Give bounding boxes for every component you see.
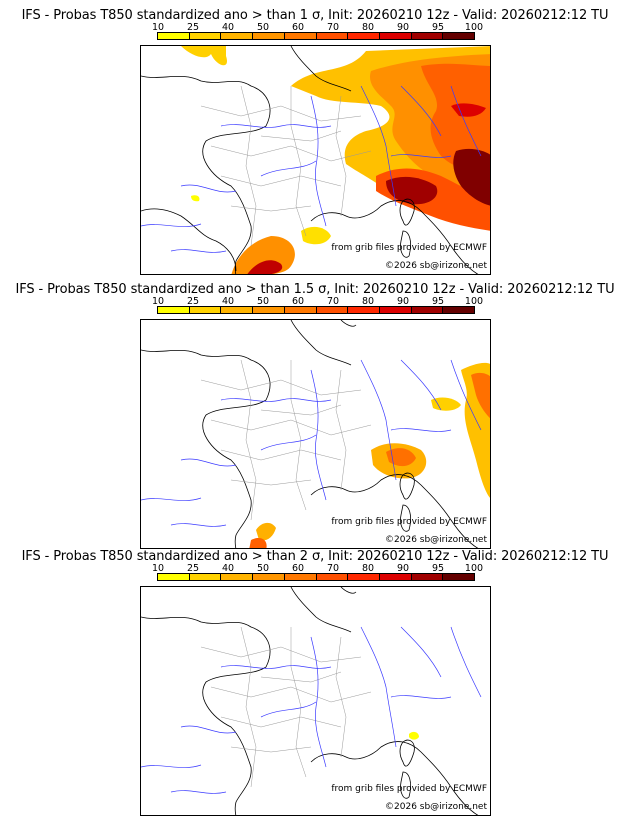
colorbar-swatch <box>253 574 285 580</box>
colorbar-label: 40 <box>221 563 235 574</box>
colorbar-swatch <box>284 307 317 313</box>
colorbar-label: 10 <box>151 296 165 307</box>
colorbar-label: 70 <box>326 296 340 307</box>
colorbar-swatch <box>411 574 444 580</box>
rivers <box>141 359 482 527</box>
colorbar-swatch <box>379 33 412 39</box>
colorbar-label: 10 <box>151 563 165 574</box>
colorbar-label: 10 <box>151 22 165 33</box>
colorbar-label: 60 <box>291 563 305 574</box>
colorbar-label: 90 <box>396 563 410 574</box>
colorbar-label: 25 <box>186 563 200 574</box>
colorbar-label: 50 <box>256 296 270 307</box>
colorbar-label: 100 <box>464 22 484 33</box>
probability-map: from grib files provided by ECMWF ©2026 … <box>140 45 491 275</box>
colorbar-label: 80 <box>361 296 375 307</box>
colorbar-swatch <box>316 33 349 39</box>
colorbar <box>157 306 475 314</box>
coastlines <box>141 587 479 815</box>
colorbar-label: 90 <box>396 22 410 33</box>
colorbar-swatch <box>189 574 222 580</box>
colorbar-swatch <box>189 33 222 39</box>
colorbar-label: 70 <box>326 563 340 574</box>
colorbar-label: 40 <box>221 22 235 33</box>
admin-borders <box>200 359 372 521</box>
colorbar-labels: 10 25 40 50 60 70 80 90 95 100 <box>150 296 490 307</box>
credit-copyright: ©2026 sb@irizone.net <box>385 261 487 271</box>
colorbar-labels: 10 25 40 50 60 70 80 90 95 100 <box>150 563 490 574</box>
colorbar-swatch <box>253 307 285 313</box>
colorbar <box>157 573 475 581</box>
panel-title: IFS - Probas T850 standardized ano > tha… <box>15 282 615 297</box>
colorbar-swatch <box>221 33 254 39</box>
map-graphic <box>141 46 490 274</box>
colorbar-swatch <box>221 307 254 313</box>
colorbar-swatch <box>411 307 444 313</box>
panel-3: IFS - Probas T850 standardized ano > tha… <box>0 549 630 819</box>
colorbar-swatch <box>284 574 317 580</box>
credit-source: from grib files provided by ECMWF <box>331 784 487 794</box>
colorbar-swatch <box>158 574 190 580</box>
colorbar-label: 100 <box>464 563 484 574</box>
colorbar-swatch <box>348 307 380 313</box>
rivers <box>141 85 482 253</box>
colorbar-label: 25 <box>186 22 200 33</box>
colorbar-label: 80 <box>361 563 375 574</box>
colorbar-label: 50 <box>256 563 270 574</box>
credit-source: from grib files provided by ECMWF <box>331 517 487 527</box>
colorbar-swatch <box>348 574 380 580</box>
colorbar-swatch <box>443 574 475 580</box>
coastlines <box>141 320 479 548</box>
colorbar-swatch <box>411 33 444 39</box>
colorbar-labels: 10 25 40 50 60 70 80 90 95 100 <box>150 22 490 33</box>
colorbar-label: 90 <box>396 296 410 307</box>
probability-shading <box>181 46 490 274</box>
colorbar-label: 50 <box>256 22 270 33</box>
panel-title: IFS - Probas T850 standardized ano > tha… <box>21 8 609 23</box>
colorbar-label: 95 <box>431 563 445 574</box>
colorbar-swatch <box>253 33 285 39</box>
colorbar-label: 60 <box>291 296 305 307</box>
colorbar-swatch <box>379 574 412 580</box>
colorbar-label: 60 <box>291 22 305 33</box>
colorbar-swatch <box>348 33 380 39</box>
colorbar-swatch <box>189 307 222 313</box>
colorbar-label: 40 <box>221 296 235 307</box>
colorbar-swatch <box>158 33 190 39</box>
panel-title: IFS - Probas T850 standardized ano > tha… <box>21 549 609 564</box>
colorbar-swatch <box>158 307 190 313</box>
colorbar-label: 70 <box>326 22 340 33</box>
colorbar-swatch <box>379 307 412 313</box>
credit-copyright: ©2026 sb@irizone.net <box>385 802 487 812</box>
colorbar-swatch <box>284 33 317 39</box>
probability-map: from grib files provided by ECMWF ©2026 … <box>140 319 491 549</box>
colorbar-label: 95 <box>431 22 445 33</box>
colorbar-label: 100 <box>464 296 484 307</box>
colorbar-swatch <box>443 33 475 39</box>
colorbar-swatch <box>316 307 349 313</box>
colorbar <box>157 32 475 40</box>
colorbar-swatch <box>221 574 254 580</box>
credit-source: from grib files provided by ECMWF <box>331 243 487 253</box>
coastlines <box>141 46 479 274</box>
admin-borders <box>200 626 372 788</box>
colorbar-label: 25 <box>186 296 200 307</box>
colorbar-swatch <box>443 307 475 313</box>
admin-borders <box>200 85 372 247</box>
credit-copyright: ©2026 sb@irizone.net <box>385 535 487 545</box>
probability-shading <box>249 362 490 548</box>
colorbar-label: 95 <box>431 296 445 307</box>
panel-2: IFS - Probas T850 standardized ano > tha… <box>0 282 630 552</box>
colorbar-label: 80 <box>361 22 375 33</box>
probability-shading <box>409 731 419 740</box>
rivers <box>141 626 482 794</box>
map-graphic <box>141 320 490 548</box>
map-graphic <box>141 587 482 815</box>
probability-map: from grib files provided by ECMWF ©2026 … <box>140 586 491 816</box>
panel-1: IFS - Probas T850 standardized ano > tha… <box>0 8 630 278</box>
colorbar-swatch <box>316 574 349 580</box>
